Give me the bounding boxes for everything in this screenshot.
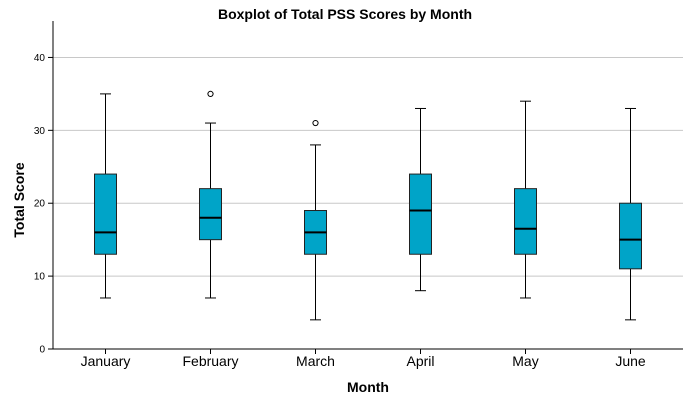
- plot-area: [94, 90, 642, 321]
- y-tick-label: 40: [34, 53, 46, 64]
- iqr-box: [94, 173, 117, 255]
- x-tick-label: February: [182, 353, 238, 369]
- y-axis-title: Total Score: [11, 162, 27, 237]
- x-tick-label: April: [406, 353, 434, 369]
- iqr-box: [514, 188, 537, 255]
- x-tick-label: March: [296, 353, 335, 369]
- box-june: [619, 107, 642, 321]
- box-april: [409, 107, 432, 292]
- axes: 0 10 20 30 40 January February March April May Jun…: [34, 21, 683, 369]
- box-february: [199, 90, 222, 299]
- y-tick-label: 0: [39, 345, 45, 356]
- outlier-point: [207, 90, 214, 97]
- chart-title: Boxplot of Total PSS Scores by Month: [218, 6, 472, 22]
- iqr-box: [619, 202, 642, 270]
- x-tick-label: May: [512, 353, 538, 369]
- y-tick-label: 20: [34, 199, 46, 210]
- gridlines: [53, 56, 683, 277]
- y-tick-label: 30: [34, 126, 46, 137]
- outlier-point: [312, 119, 319, 127]
- y-tick-label: 10: [34, 272, 46, 283]
- x-tick-label: June: [615, 353, 646, 369]
- box-january: [94, 93, 117, 299]
- x-axis-title: Month: [347, 379, 389, 395]
- x-tick-label: January: [81, 353, 131, 369]
- box-march: [304, 119, 327, 321]
- iqr-box: [199, 188, 222, 241]
- box-may: [514, 100, 537, 299]
- iqr-box: [409, 173, 432, 255]
